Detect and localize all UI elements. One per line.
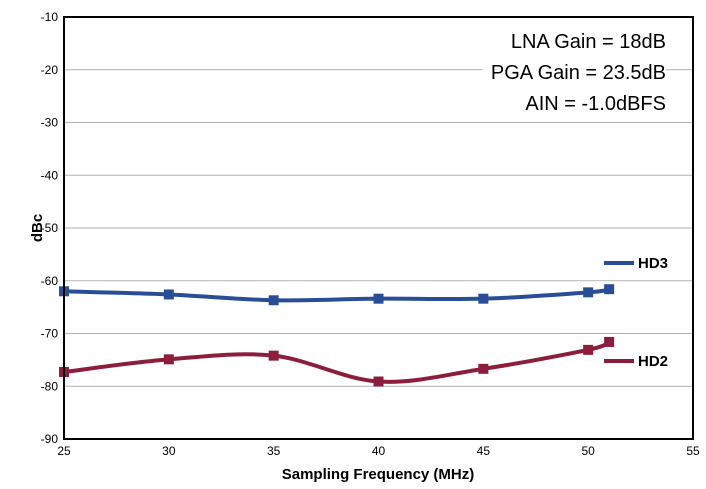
y-tick-label: -10 [41, 10, 59, 24]
y-tick-label: -80 [41, 379, 59, 393]
x-tick-label: 30 [162, 444, 176, 458]
annotation-line: PGA Gain = 23.5dB [491, 62, 666, 84]
y-tick-label: -30 [41, 116, 59, 130]
y-tick-label: -90 [41, 432, 59, 446]
data-point-hd2 [478, 363, 489, 374]
gridlines [64, 69, 693, 387]
legend-label-hd2: HD2 [638, 353, 668, 370]
data-point-hd2 [163, 354, 174, 365]
plot-frame [63, 16, 694, 440]
data-point-hd2 [268, 350, 279, 361]
data-point-hd2 [604, 336, 615, 347]
x-tick-label: 35 [267, 444, 281, 458]
data-point-hd3 [604, 284, 615, 295]
x-tick-label: 40 [372, 444, 386, 458]
x-tick-labels: 25 30 35 40 45 50 55 [57, 444, 700, 458]
data-point-hd3 [583, 287, 594, 298]
data-point-hd3 [373, 293, 384, 304]
x-tick-label: 45 [477, 444, 491, 458]
series-layer [59, 284, 615, 387]
annotation-backdrop [482, 62, 666, 84]
data-point-hd3 [478, 293, 489, 304]
y-tick-labels: -10 -20 -30 -40 -50 -60 -70 -80 -90 [41, 10, 59, 446]
annotation-backdrop [503, 31, 666, 53]
annotation-block: LNA Gain = 18dB PGA Gain = 23.5dB AIN = -1… [482, 31, 666, 115]
data-point-hd2 [373, 376, 384, 387]
x-axis-title: Sampling Frequency (MHz) [282, 466, 475, 483]
x-tick-label: 25 [57, 444, 71, 458]
y-tick-label: -50 [41, 221, 59, 235]
annotation-backdrop [513, 93, 666, 115]
data-point-hd3 [268, 295, 279, 306]
annotation-line: LNA Gain = 18dB [511, 31, 666, 53]
x-tick-label: 50 [581, 444, 595, 458]
data-point-hd2 [583, 344, 594, 355]
y-axis-title: dBc [29, 214, 46, 242]
legend-label-hd3: HD3 [638, 255, 668, 272]
legend: HD3 HD2 [604, 255, 668, 370]
y-tick-label: -20 [41, 63, 59, 77]
y-tick-label: -40 [41, 168, 59, 182]
y-tick-label: -70 [41, 327, 59, 341]
data-point-hd3 [163, 289, 174, 300]
y-tick-label: -60 [41, 274, 59, 288]
annotation-line: AIN = -1.0dBFS [525, 93, 666, 115]
x-tick-label: 55 [686, 444, 700, 458]
